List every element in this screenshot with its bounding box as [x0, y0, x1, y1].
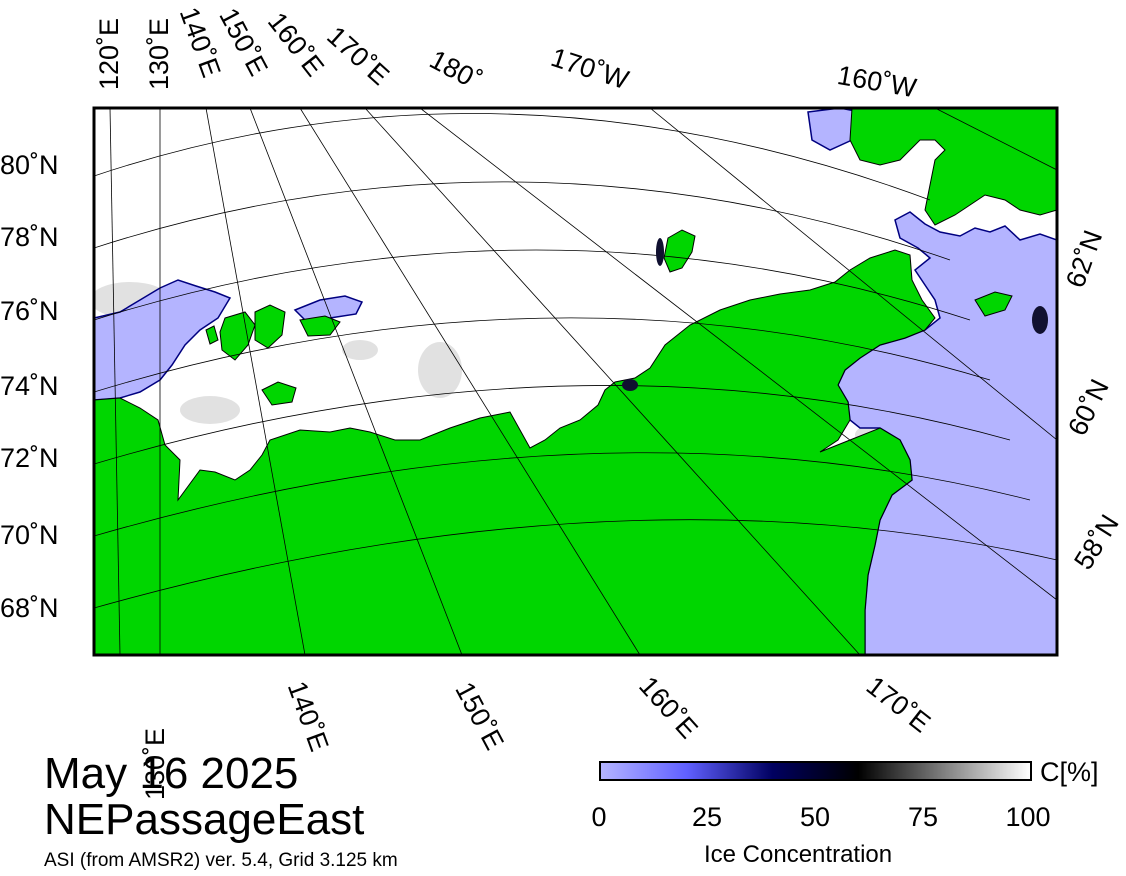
colorbar-tick-100: 100 [1005, 802, 1051, 832]
left-lat-label-68n: 68˚N [0, 593, 59, 623]
colorbar-tick-0: 0 [591, 802, 607, 832]
left-lat-label-76n: 76˚N [0, 296, 59, 326]
ice-concentration-colorbar [599, 761, 1032, 781]
new-siberian-islands [219, 311, 256, 361]
small-islet [205, 325, 219, 345]
top-lon-label-120e: 120˚E [94, 17, 124, 90]
top-lon-label-130e: 130˚E [144, 17, 174, 90]
alaska-land [849, 108, 1057, 226]
ice-edge-marks [622, 238, 1048, 391]
left-lat-label-70n: 70˚N [0, 520, 59, 550]
colorbar-tick-75: 75 [907, 802, 939, 832]
colorbar-title: Ice Concentration [704, 841, 893, 868]
colorbar-tick-25: 25 [691, 802, 723, 832]
graticule [94, 108, 1057, 655]
wrangel-island [663, 229, 696, 273]
map-frame [92, 106, 1059, 657]
left-lat-label-80n: 80˚N [0, 150, 59, 180]
new-siberian-island-2 [254, 304, 286, 349]
left-lat-label-74n: 74˚N [0, 371, 59, 401]
new-siberian-island-3 [299, 315, 341, 337]
colorbar-tick-50: 50 [799, 802, 831, 832]
left-lat-label-72n: 72˚N [0, 443, 59, 473]
left-lat-label-78n: 78˚N [0, 222, 59, 252]
map-region-title: NEPassageEast [44, 795, 365, 844]
map-source-note: ASI (from AMSR2) ver. 5.4, Grid 3.125 km [44, 850, 398, 871]
colorbar-unit: C[%] [1040, 757, 1099, 787]
map-date: May 16 2025 [44, 749, 299, 798]
lyakhovsky-island [261, 381, 297, 406]
st-lawrence-island [974, 291, 1013, 317]
